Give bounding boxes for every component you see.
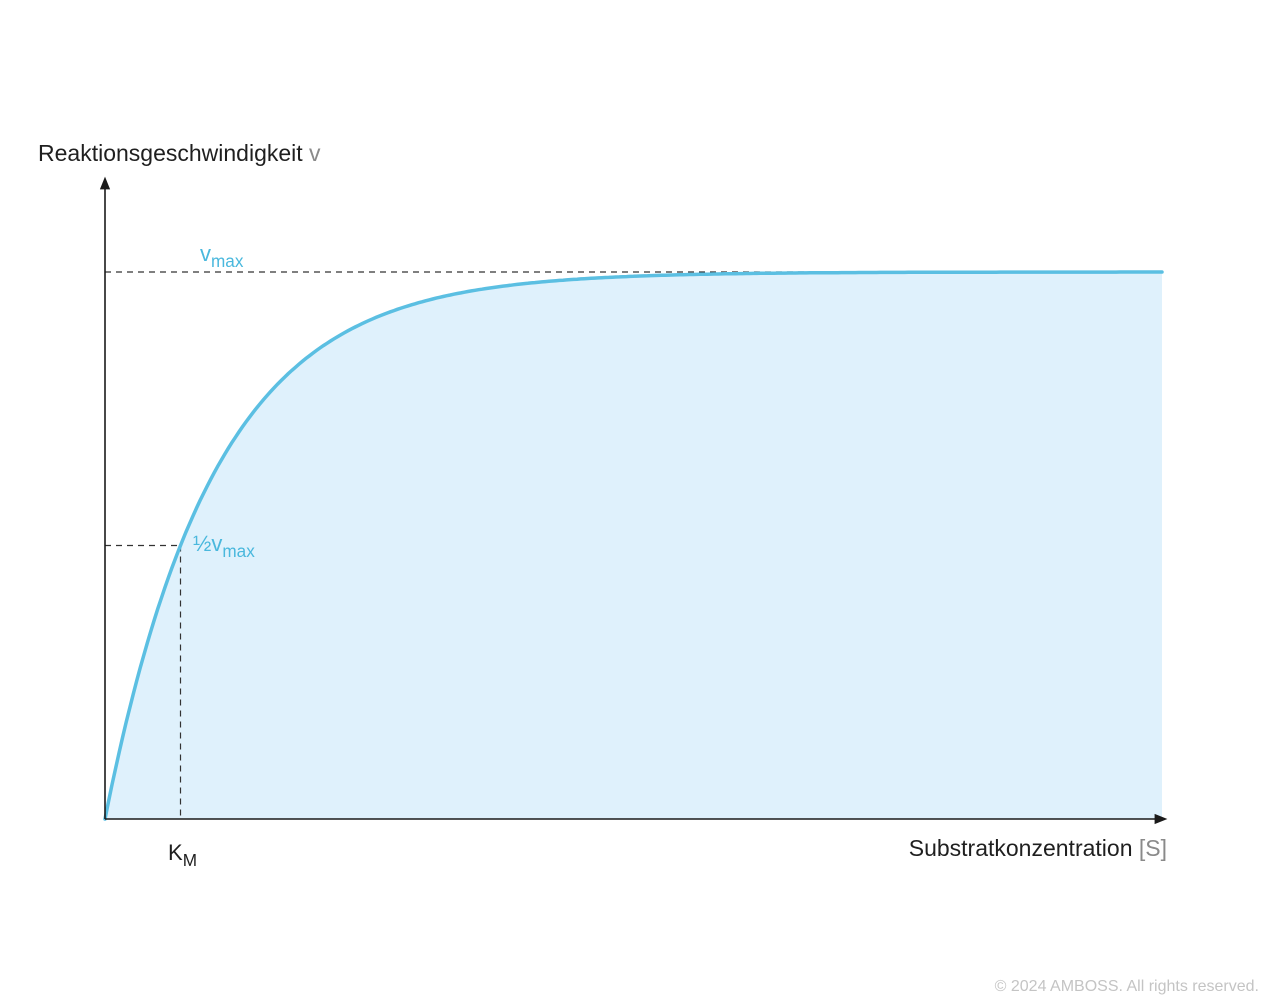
km-main: K	[168, 840, 183, 865]
y-axis-symbol: v	[309, 140, 321, 166]
x-axis-symbol: [S]	[1138, 835, 1167, 861]
km-label: KM	[168, 842, 197, 869]
area-under-curve	[105, 272, 1162, 819]
half-vmax-label: ½vmax	[193, 533, 255, 560]
y-axis-title: Reaktionsgeschwindigkeit	[38, 140, 303, 166]
y-axis-label: Reaktionsgeschwindigkeit v	[38, 142, 321, 165]
x-axis-title: Substratkonzentration	[908, 835, 1133, 861]
half-vmax-main: ½v	[193, 531, 223, 556]
km-subscript: M	[182, 850, 197, 870]
copyright-notice: © 2024 AMBOSS. All rights reserved.	[994, 978, 1259, 995]
vmax-subscript: max	[211, 251, 244, 271]
vmax-label: vmax	[200, 243, 243, 270]
x-axis-label: Substratkonzentration [S]	[909, 837, 1167, 860]
vmax-main: v	[200, 241, 211, 266]
saturation-curve	[103, 270, 1164, 821]
half-vmax-subscript: max	[222, 541, 255, 561]
